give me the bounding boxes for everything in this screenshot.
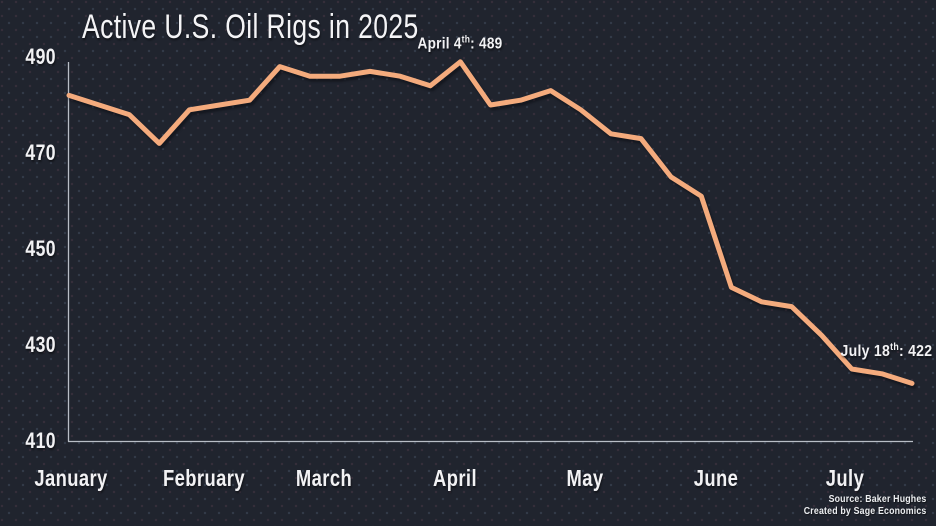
x-month-label: April xyxy=(433,465,477,491)
rig-count-series-line xyxy=(66,59,915,386)
peak-annotation-date: April 4 xyxy=(417,35,462,53)
peak-annotation: April 4th: 489 xyxy=(418,35,503,54)
source-credit-block: Source: Baker Hughes Created by Sage Eco… xyxy=(803,494,926,518)
x-month-label: March xyxy=(295,465,353,491)
end-annotation: July 18th: 422 xyxy=(840,342,932,361)
y-tick-label: 470 xyxy=(25,140,56,165)
x-month-label: May xyxy=(566,465,604,491)
end-annotation-ordinal: th xyxy=(889,342,899,353)
peak-annotation-value: : 489 xyxy=(470,35,503,53)
chart-title: Active U.S. Oil Rigs in 2025 xyxy=(82,8,419,46)
x-month-label: January xyxy=(34,465,108,491)
y-tick-label: 430 xyxy=(25,332,56,357)
source-line: Source: Baker Hughes xyxy=(828,494,926,505)
credit-line: Created by Sage Economics xyxy=(803,506,926,517)
x-month-label: June xyxy=(693,465,739,491)
x-month-label: July xyxy=(825,465,865,491)
y-tick-label: 410 xyxy=(25,428,56,453)
x-month-label: February xyxy=(163,465,245,491)
end-annotation-value: : 422 xyxy=(898,343,932,360)
end-annotation-date: July 18 xyxy=(840,343,890,360)
peak-annotation-ordinal: th xyxy=(461,34,471,46)
y-tick-label: 450 xyxy=(25,236,56,261)
y-tick-label: 490 xyxy=(25,44,56,69)
